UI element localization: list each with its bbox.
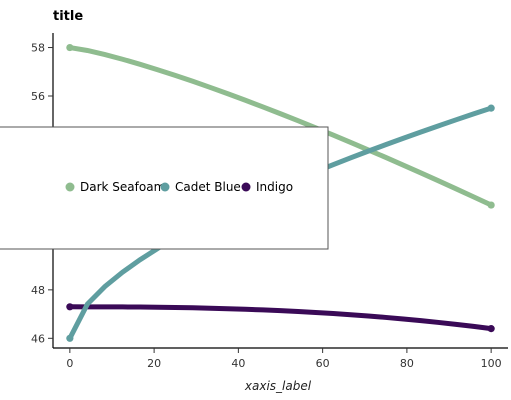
legend-label-cadet-blue: Cadet Blue <box>175 180 241 194</box>
y-tick-label: 56 <box>31 90 45 103</box>
legend-swatch-cadet-blue <box>160 182 170 192</box>
y-tick-label: 48 <box>31 284 45 297</box>
x-axis-title: xaxis_label <box>244 379 312 393</box>
legend-items: Dark Seafoam Cadet Blue Indigo <box>65 180 293 194</box>
x-tick-label: 0 <box>66 357 73 370</box>
legend-label-indigo: Indigo <box>256 180 293 194</box>
series-endpoint-cadet-blue <box>66 334 74 342</box>
series-endpoint-dark-seafoam <box>66 43 74 52</box>
legend-label-dark-seafoam: Dark Seafoam <box>80 180 165 194</box>
x-tick-label: 40 <box>231 357 245 370</box>
series-endpoint-indigo <box>66 303 74 311</box>
y-tick-label: 46 <box>31 332 45 345</box>
legend-swatch-dark-seafoam <box>65 182 75 192</box>
x-tick-label: 80 <box>400 357 414 370</box>
series-endpoint-dark-seafoam <box>487 201 495 209</box>
series-line-indigo <box>67 304 494 332</box>
series-line-dark-seafoam <box>67 45 494 208</box>
series-endpoint-cadet-blue <box>487 104 495 112</box>
x-tick-label: 60 <box>316 357 330 370</box>
x-tick-label: 100 <box>481 357 502 370</box>
legend: Dark Seafoam Cadet Blue Indigo <box>0 126 329 250</box>
chart-title: title <box>53 9 83 24</box>
legend-swatch-indigo <box>241 182 251 192</box>
y-tick-label: 58 <box>31 42 45 55</box>
series-endpoint-indigo <box>487 325 495 333</box>
x-tick-label: 20 <box>147 357 161 370</box>
